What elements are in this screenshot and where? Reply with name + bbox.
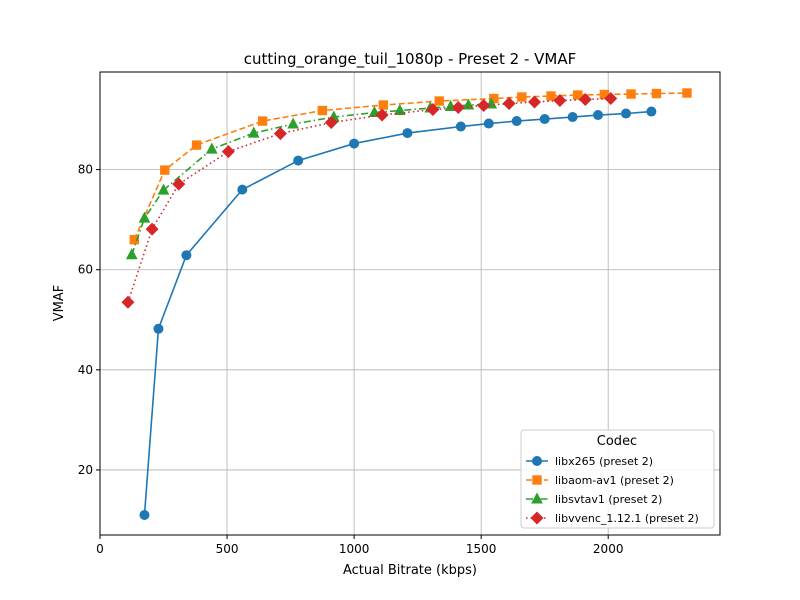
legend-marker <box>530 511 544 525</box>
legend-items: libx265 (preset 2) libaom-av1 (preset 2) l… <box>526 455 699 525</box>
data-point <box>567 112 578 123</box>
data-point <box>273 127 287 141</box>
data-point <box>205 142 218 154</box>
data-point <box>125 248 138 260</box>
data-point <box>593 110 604 121</box>
x-tick-label: 1500 <box>466 542 497 556</box>
data-point <box>121 295 135 309</box>
data-point <box>138 211 151 223</box>
x-tick-label: 1000 <box>339 542 370 556</box>
y-axis-label: VMAF <box>52 285 67 321</box>
x-tick-label: 2000 <box>593 542 624 556</box>
data-point <box>287 117 299 129</box>
data-point <box>402 128 413 139</box>
legend-title: Codec <box>597 434 637 449</box>
data-point <box>317 105 328 116</box>
legend-box <box>520 429 715 529</box>
legend-label: libx265 (preset 2) <box>555 455 653 468</box>
data-point <box>682 88 692 98</box>
series-4 <box>121 92 618 309</box>
legend-marker <box>532 475 542 485</box>
y-tick-label: 80 <box>78 163 93 177</box>
data-point <box>646 106 657 117</box>
data-point <box>139 509 150 520</box>
data-point <box>293 155 304 166</box>
legend: Codec libx265 (preset 2) libaom-av1 (pres… <box>520 429 715 529</box>
data-point <box>553 94 567 108</box>
data-point <box>394 103 406 116</box>
data-point <box>157 183 170 195</box>
data-point <box>626 89 636 99</box>
data-point <box>181 250 192 261</box>
data-point <box>378 100 389 110</box>
data-point <box>257 116 268 126</box>
data-point <box>511 116 522 127</box>
data-point <box>153 323 164 334</box>
data-point <box>172 177 186 191</box>
data-point <box>247 126 260 138</box>
data-point <box>455 121 466 132</box>
series-line <box>127 97 611 303</box>
axis-ticks: 0 500 1000 1500 2000 20 40 60 80 <box>78 163 624 556</box>
data-point <box>237 184 248 195</box>
series-layer <box>121 88 692 520</box>
y-tick-label: 60 <box>78 263 93 277</box>
legend-marker <box>531 492 543 504</box>
y-tick-label: 20 <box>78 463 93 477</box>
legend-label: libsvtav1 (preset 2) <box>555 493 662 506</box>
data-point <box>573 90 583 100</box>
data-point <box>426 103 440 117</box>
data-point <box>502 97 516 111</box>
data-point <box>604 92 618 106</box>
legend-item: libaom-av1 (preset 2) <box>526 474 674 487</box>
data-point <box>191 140 202 150</box>
data-point <box>539 114 550 125</box>
data-point <box>434 96 444 106</box>
data-point <box>160 165 170 175</box>
data-point <box>145 222 159 236</box>
x-tick-label: 0 <box>96 542 104 556</box>
legend-item: libvvenc_1.12.1 (preset 2) <box>526 511 699 525</box>
data-point <box>324 116 338 130</box>
series-1 <box>139 106 657 520</box>
x-tick-label: 500 <box>216 542 239 556</box>
data-point <box>129 234 140 245</box>
legend-label: libaom-av1 (preset 2) <box>555 474 674 487</box>
data-point <box>462 98 475 110</box>
data-point <box>620 108 631 119</box>
series-2 <box>129 88 692 245</box>
data-point <box>483 118 494 129</box>
data-point <box>451 101 465 115</box>
legend-label: libvvenc_1.12.1 (preset 2) <box>555 512 699 525</box>
x-axis-label: Actual Bitrate (kbps) <box>343 563 477 578</box>
chart-title: cutting_orange_tuil_1080p - Preset 2 - V… <box>244 50 577 69</box>
data-point <box>221 145 235 159</box>
data-point <box>528 95 542 109</box>
legend-item: libsvtav1 (preset 2) <box>526 492 662 506</box>
legend-marker <box>532 456 542 466</box>
data-point <box>578 93 592 107</box>
data-point <box>375 108 389 122</box>
plot-frame <box>99 71 721 536</box>
legend-item: libx265 (preset 2) <box>526 455 653 468</box>
data-point <box>651 88 662 99</box>
data-point <box>546 91 556 101</box>
data-point <box>477 99 491 113</box>
data-point <box>517 92 527 102</box>
y-tick-label: 40 <box>78 363 93 377</box>
data-point <box>349 138 360 149</box>
